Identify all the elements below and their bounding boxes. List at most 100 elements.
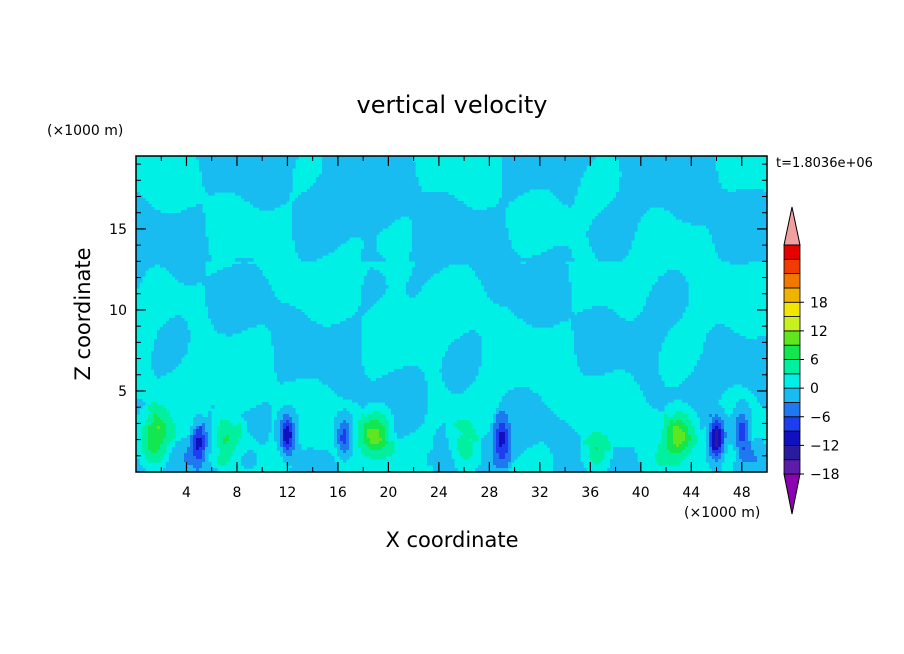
field-cell [724,429,737,433]
field-cell [739,447,743,451]
field-cell [637,381,665,385]
field-cell [739,456,758,460]
field-cell [292,453,332,457]
field-cell [247,429,272,433]
field-cell [721,435,725,439]
field-cell [511,444,533,448]
field-cell [358,441,365,445]
field-cell [514,387,530,391]
field-cell [322,171,416,175]
field-cell [337,453,353,457]
field-cell [157,330,191,334]
field-cell [136,267,149,271]
field-cell [361,285,389,289]
field-cell [277,441,281,445]
field-cell [505,456,512,460]
field-cell [193,429,197,433]
field-cell [292,426,296,430]
field-cell [196,432,203,436]
field-cell [196,441,203,445]
field-cell [499,456,506,460]
velocity-field [136,156,767,472]
field-cell [745,429,749,433]
field-cell [664,417,689,421]
field-cell [361,291,386,295]
field-cell [334,423,341,427]
field-cell [442,372,479,376]
field-cell [658,447,668,451]
field-cell [274,348,362,352]
field-cell [148,432,167,436]
field-cell [241,414,272,418]
field-cell [706,441,710,445]
colorbar-swatch [783,316,801,332]
field-cell [472,438,479,442]
field-cell [301,258,317,262]
field-cell [208,306,296,310]
field-cell [721,258,767,262]
field-cell [697,411,725,415]
field-cell [415,261,521,265]
field-cell [238,423,242,427]
field-cell [715,426,719,430]
field-cell [526,321,560,325]
field-cell [274,366,365,370]
field-cell [295,246,338,250]
field-cell [202,429,206,433]
field-cell [631,372,659,376]
field-cell [433,438,449,442]
field-cell [415,264,449,268]
field-cell [208,435,212,439]
field-cell [700,357,767,361]
field-cell [721,441,725,445]
field-cell [157,426,161,430]
field-cell [322,162,416,166]
field-cell [610,459,638,463]
field-cell [337,429,344,433]
field-cell [481,444,494,448]
field-cell [136,198,146,202]
field-cell [475,270,569,274]
field-cell [589,447,596,451]
field-cell [589,243,632,247]
field-cell [673,429,683,433]
field-cell [343,459,347,463]
field-cell [508,450,512,454]
field-cell [709,414,713,418]
field-cell [274,345,362,349]
field-cell [463,432,476,436]
field-cell [274,429,281,433]
field-cell [508,465,512,469]
field-cell [688,375,767,379]
field-cell [433,465,455,469]
x-axis-unit: (×1000 m) [684,505,760,521]
field-cell [712,420,716,424]
field-cell [688,432,695,436]
field-cell [751,390,767,394]
field-cell [574,342,662,346]
field-cell [205,291,275,295]
colorbar-tick-label: 18 [810,295,828,311]
field-cell [196,444,203,448]
field-cell [148,438,164,442]
field-cell [706,225,767,229]
field-cell [181,438,191,442]
field-cell [757,459,767,463]
field-cell [334,438,338,442]
field-cell [391,408,428,412]
field-cell [286,441,290,445]
field-cell [505,426,512,430]
field-cell [736,417,746,421]
field-cell [679,384,734,388]
field-cell [493,423,500,427]
field-cell [340,321,362,325]
field-cell [274,438,281,442]
field-cell [571,324,674,328]
field-cell [589,456,605,460]
field-cell [292,231,380,235]
field-cell [175,441,191,445]
colorbar-upper-arrow [783,206,801,246]
field-cell [193,453,203,457]
field-cell [193,420,212,424]
field-cell [280,450,284,454]
